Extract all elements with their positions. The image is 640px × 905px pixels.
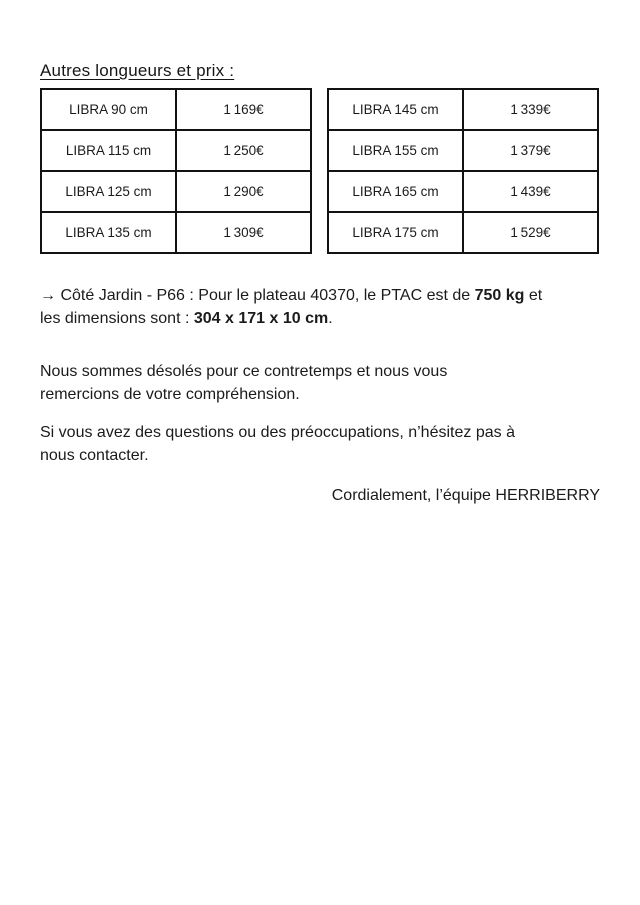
table-row: LIBRA 165 cm 1 439€ xyxy=(327,170,599,213)
table-row: LIBRA 175 cm 1 529€ xyxy=(327,211,599,254)
document-content: Autres longueurs et prix : LIBRA 90 cm 1… xyxy=(40,61,600,504)
model-cell: LIBRA 175 cm xyxy=(327,211,464,254)
signature-line: Cordialement, l’équipe HERRIBERRY xyxy=(331,487,600,504)
info-middle-text: et les dimensions sont : xyxy=(40,287,543,327)
section-title: Autres longueurs et prix : xyxy=(40,61,235,80)
model-cell: LIBRA 125 cm xyxy=(40,170,177,213)
model-cell: LIBRA 155 cm xyxy=(327,129,464,172)
table-row: LIBRA 155 cm 1 379€ xyxy=(327,129,599,172)
price-cell: 1 169€ xyxy=(175,88,312,131)
info-lead-text: → Côté Jardin - P66 : Pour le plateau 40… xyxy=(40,287,475,304)
table-row: LIBRA 125 cm 1 290€ xyxy=(40,170,312,213)
contact-paragraph: Si vous avez des questions ou des préocc… xyxy=(40,424,515,464)
model-cell: LIBRA 90 cm xyxy=(40,88,177,131)
table-row: LIBRA 135 cm 1 309€ xyxy=(40,211,312,254)
price-cell: 1 290€ xyxy=(175,170,312,213)
price-tables: LIBRA 90 cm 1 169€ LIBRA 115 cm 1 250€ L… xyxy=(40,88,600,254)
price-cell: 1 309€ xyxy=(175,211,312,254)
price-cell: 1 529€ xyxy=(462,211,599,254)
price-cell: 1 439€ xyxy=(462,170,599,213)
price-table-left: LIBRA 90 cm 1 169€ LIBRA 115 cm 1 250€ L… xyxy=(40,88,312,254)
model-cell: LIBRA 135 cm xyxy=(40,211,177,254)
info-tail-text: . xyxy=(328,310,333,327)
price-cell: 1 250€ xyxy=(175,129,312,172)
table-row: LIBRA 145 cm 1 339€ xyxy=(327,88,599,131)
price-table-right: LIBRA 145 cm 1 339€ LIBRA 155 cm 1 379€ … xyxy=(327,88,599,254)
model-cell: LIBRA 115 cm xyxy=(40,129,177,172)
model-cell: LIBRA 165 cm xyxy=(327,170,464,213)
model-cell: LIBRA 145 cm xyxy=(327,88,464,131)
table-row: LIBRA 115 cm 1 250€ xyxy=(40,129,312,172)
price-cell: 1 379€ xyxy=(462,129,599,172)
info-dimensions-bold: 304 x 171 x 10 cm xyxy=(193,310,329,327)
info-paragraph: → Côté Jardin - P66 : Pour le plateau 40… xyxy=(40,284,600,330)
apology-paragraph: Nous sommes désolés pour ce contretemps … xyxy=(40,363,448,403)
table-row: LIBRA 90 cm 1 169€ xyxy=(40,88,312,131)
price-cell: 1 339€ xyxy=(462,88,599,131)
info-ptac-bold: 750 kg xyxy=(474,287,525,304)
